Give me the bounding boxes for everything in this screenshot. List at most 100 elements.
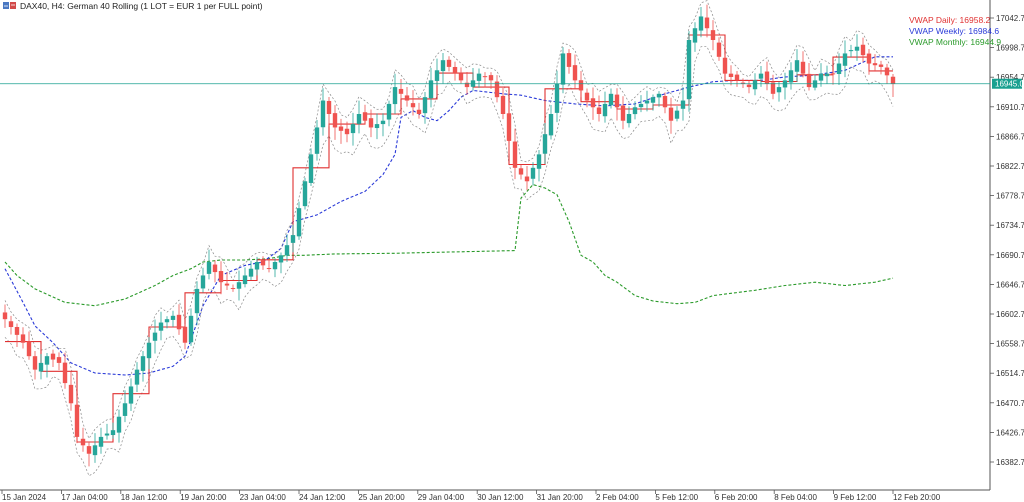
candle <box>158 311 164 341</box>
time-axis: 15 Jan 2024 17 Jan 04:00 18 Jan 12:00 19 Ja… <box>1 490 941 502</box>
candle-body <box>158 322 164 331</box>
candle <box>452 61 458 81</box>
candle-body <box>710 30 716 40</box>
candle-body <box>842 53 848 66</box>
time-tick-label: 15 Jan 2024 <box>2 493 47 502</box>
time-tick-label: 5 Feb 12:00 <box>655 493 698 502</box>
candle-body <box>32 356 38 370</box>
candle <box>842 40 848 78</box>
candle-body <box>128 386 134 404</box>
candle-body <box>80 438 86 446</box>
price-tick-label: 17042.7 <box>996 14 1024 23</box>
candle <box>674 106 680 122</box>
candle-body <box>104 433 110 436</box>
high-low-envelope <box>4 0 894 477</box>
candle-body <box>572 65 578 81</box>
candle <box>284 234 290 262</box>
candle-body <box>98 436 104 447</box>
candle <box>668 97 674 134</box>
candle-body <box>458 73 464 81</box>
candle-body <box>638 103 644 108</box>
candle <box>644 90 650 112</box>
candle-body <box>536 154 542 169</box>
candle-body <box>836 63 842 75</box>
candlestick-series <box>2 4 896 467</box>
candle <box>248 260 254 281</box>
candle <box>422 91 428 124</box>
price-tick-label: 16866.7 <box>996 132 1024 141</box>
candle-body <box>764 71 770 84</box>
candle-body <box>614 94 620 108</box>
price-tick-label: 16382.7 <box>996 458 1024 467</box>
candle <box>638 95 644 113</box>
candle-body <box>380 120 386 125</box>
candle <box>236 270 242 301</box>
candle-body <box>854 46 860 51</box>
candle-body <box>674 110 680 119</box>
candle-body <box>290 235 296 243</box>
candle <box>740 78 746 88</box>
candle-body <box>686 39 692 100</box>
candle <box>686 31 692 112</box>
candle <box>818 63 824 87</box>
candle-body <box>866 53 872 64</box>
candle-body <box>464 82 470 88</box>
candle <box>458 67 464 84</box>
candle <box>302 177 308 210</box>
candle-body <box>62 362 68 384</box>
candle <box>272 258 278 278</box>
candle <box>776 81 782 102</box>
candle <box>824 65 830 84</box>
candle-body <box>278 255 284 263</box>
candle <box>32 350 38 380</box>
legend-vwap-monthly: VWAP Monthly: 16944.9 <box>909 37 1001 47</box>
candle-body <box>644 100 650 104</box>
candle-body <box>542 134 548 154</box>
time-tick-label: 19 Jan 20:00 <box>180 493 227 502</box>
candle <box>20 327 26 349</box>
candle-body <box>20 334 26 343</box>
bar-chart-icon[interactable] <box>3 2 16 9</box>
high-envelope <box>4 0 894 440</box>
candle-body <box>68 384 74 404</box>
candle-body <box>272 261 278 270</box>
candle <box>56 352 62 371</box>
candle-body <box>320 100 326 128</box>
candle <box>704 4 710 38</box>
candle-body <box>422 97 428 114</box>
candle-body <box>656 93 662 98</box>
candle <box>572 54 578 89</box>
candle-body <box>824 73 830 77</box>
candle-body <box>350 124 356 134</box>
candle <box>692 22 698 52</box>
candle-body <box>512 141 518 168</box>
candle-body <box>224 283 230 286</box>
candle-body <box>698 16 704 31</box>
candle <box>242 267 248 288</box>
current-price-tag: 16945.0 <box>992 78 1024 89</box>
candle <box>584 88 590 108</box>
candle <box>386 100 392 127</box>
candle <box>524 166 530 191</box>
time-tick-label: 6 Feb 20:00 <box>715 493 758 502</box>
candle-body <box>266 268 272 270</box>
symbol-title: DAX40, H4: German 40 Rolling (1 LOT = EU… <box>20 1 263 11</box>
candle <box>308 148 314 186</box>
candle <box>476 68 482 88</box>
current-price-label: 16945.0 <box>995 80 1024 89</box>
candle-body <box>86 446 92 454</box>
candle-body <box>746 84 752 88</box>
candle <box>446 56 452 72</box>
candle-body <box>140 356 146 371</box>
candle-body <box>506 113 512 141</box>
candle-body <box>806 73 812 88</box>
candle-body <box>518 168 524 175</box>
candle <box>278 252 284 274</box>
candle <box>710 20 716 51</box>
candle <box>788 62 794 90</box>
candle <box>560 47 566 94</box>
candle-body <box>164 319 170 323</box>
time-tick-label: 24 Jan 12:00 <box>299 493 346 502</box>
candle-body <box>524 176 530 182</box>
